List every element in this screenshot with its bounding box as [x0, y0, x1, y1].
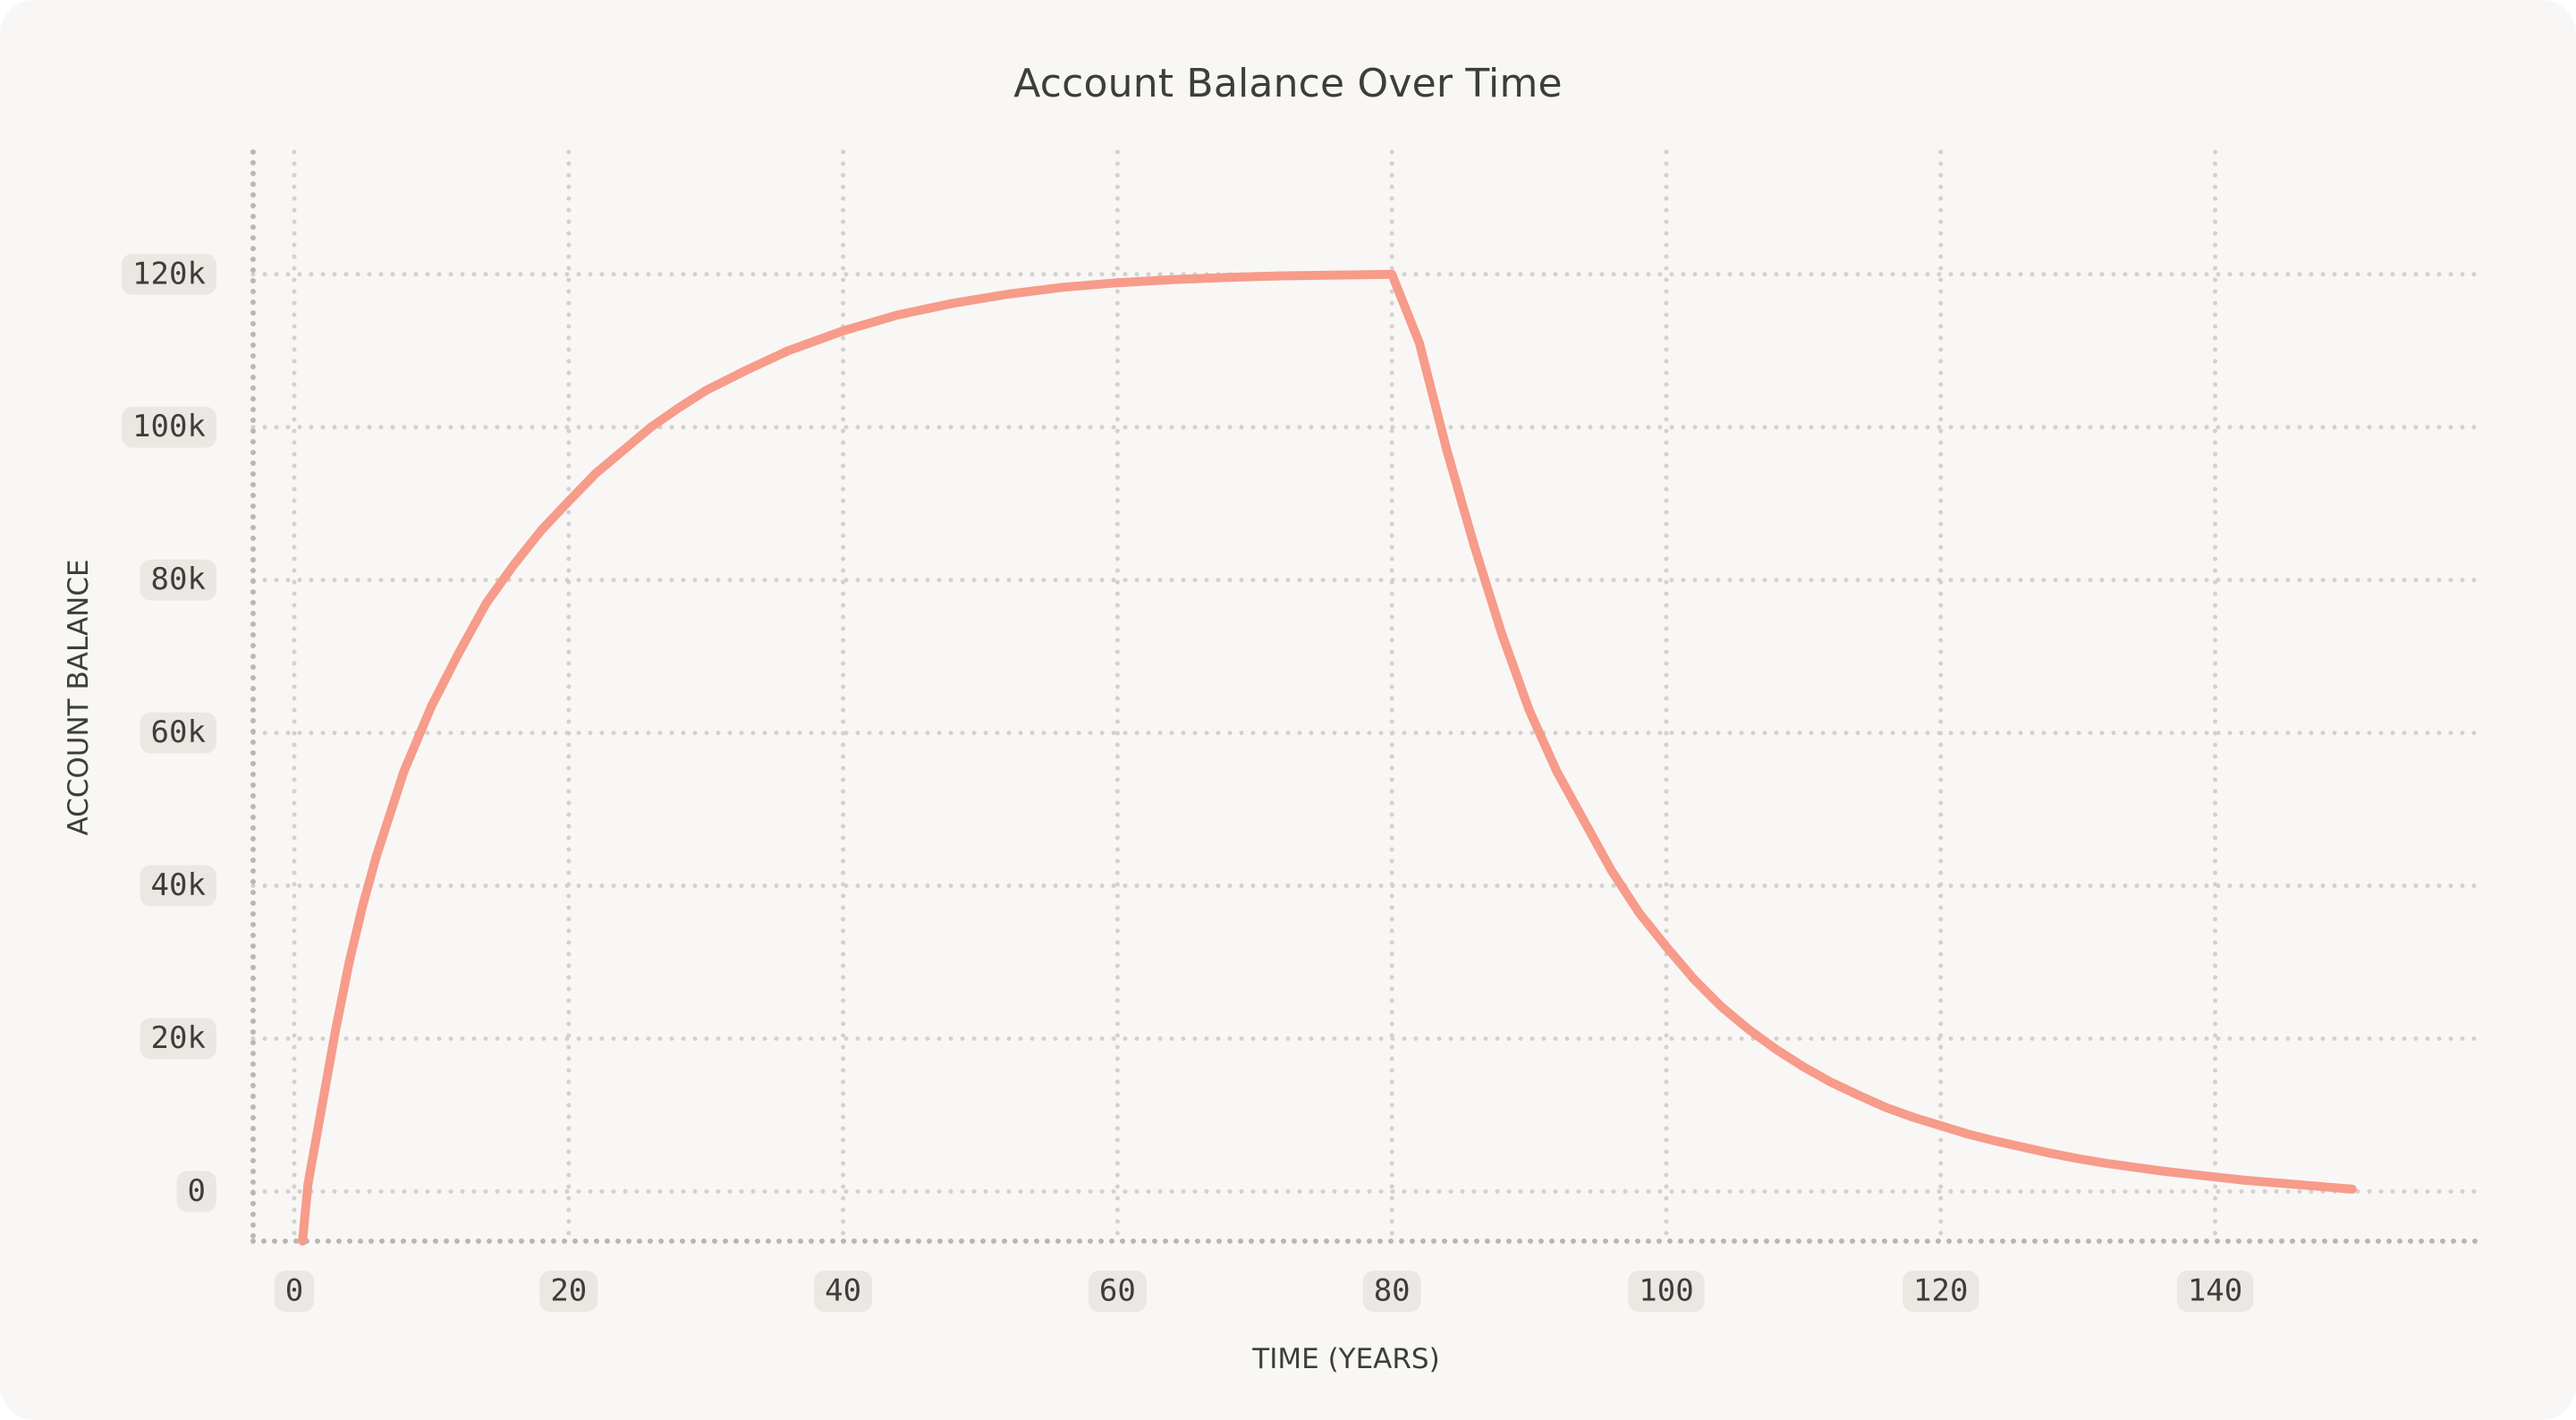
y-tick-label: 120k — [122, 253, 216, 295]
x-tick-label: 20 — [539, 1271, 598, 1312]
axes — [250, 149, 2479, 1244]
chart-title: Account Balance Over Time — [1013, 61, 1563, 106]
x-tick-label-text: 120 — [1913, 1273, 1968, 1309]
x-tick-label-bg — [1088, 1271, 1147, 1312]
x-tick-label-text: 20 — [550, 1273, 587, 1309]
y-tick-label-bg — [122, 253, 216, 295]
y-tick-label-text: 60k — [151, 714, 206, 750]
grid-lines — [250, 149, 2479, 1244]
y-tick-label: 100k — [122, 406, 216, 448]
x-tick-label-bg — [1362, 1271, 1421, 1312]
x-tick-label: 40 — [814, 1271, 873, 1312]
y-tick-label-bg — [140, 865, 216, 907]
y-tick-label: 60k — [140, 712, 216, 754]
x-tick-label: 0 — [274, 1271, 315, 1312]
x-tick-label-text: 80 — [1374, 1273, 1411, 1309]
x-tick-label-text: 0 — [285, 1273, 303, 1309]
x-tick-label: 100 — [1628, 1271, 1705, 1312]
x-tick-label-text: 140 — [2188, 1273, 2242, 1309]
x-tick-label-text: 100 — [1639, 1273, 1693, 1309]
x-tick-label: 60 — [1088, 1271, 1147, 1312]
series-line — [298, 269, 2357, 1246]
x-tick-label-text: 60 — [1099, 1273, 1136, 1309]
y-tick-label: 0 — [176, 1171, 216, 1213]
y-tick-label-text: 100k — [132, 409, 206, 444]
x-tick-label-bg — [1628, 1271, 1705, 1312]
x-axis-label: TIME (YEARS) — [1252, 1343, 1440, 1375]
x-tick-label-bg — [539, 1271, 598, 1312]
x-tick-label-text: 40 — [825, 1273, 861, 1309]
y-tick-label-bg — [122, 406, 216, 448]
series-layer — [298, 269, 2357, 1246]
y-tick-label-text: 120k — [132, 256, 206, 292]
x-tick-label-bg — [1902, 1271, 1979, 1312]
y-tick-label-text: 40k — [151, 867, 206, 903]
y-tick-label-bg — [140, 1018, 216, 1060]
x-tick-label: 140 — [2176, 1271, 2254, 1312]
y-tick-label: 80k — [140, 559, 216, 601]
y-tick-label-text: 0 — [188, 1173, 206, 1209]
x-tick-labels: 0 20 40 60 80 100 120 140 — [274, 1271, 2254, 1312]
y-tick-label: 20k — [140, 1018, 216, 1060]
y-tick-label-bg — [140, 712, 216, 754]
x-tick-label-bg — [2176, 1271, 2254, 1312]
y-tick-label-text: 20k — [151, 1020, 206, 1056]
x-tick-label: 120 — [1902, 1271, 1979, 1312]
y-tick-labels: 0 20k 40k 60k 80k 100k 120k — [122, 253, 216, 1213]
y-tick-label-bg — [176, 1171, 216, 1213]
y-tick-label-text: 80k — [151, 562, 206, 597]
y-tick-label: 40k — [140, 865, 216, 907]
x-tick-label: 80 — [1362, 1271, 1421, 1312]
x-tick-label-bg — [274, 1271, 315, 1312]
x-tick-label-bg — [814, 1271, 873, 1312]
y-tick-label-bg — [140, 559, 216, 601]
